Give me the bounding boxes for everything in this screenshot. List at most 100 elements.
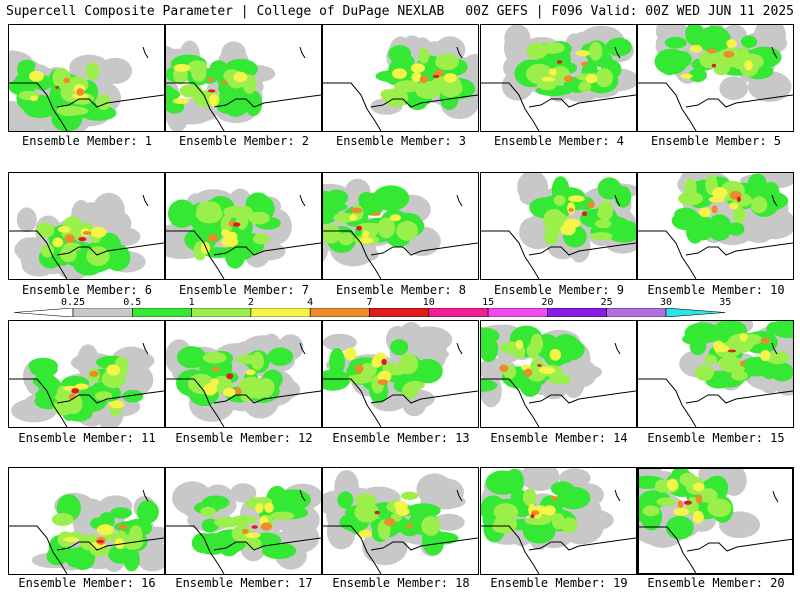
ensemble-member-label: Ensemble Member: 17	[175, 576, 313, 590]
lake-outline	[142, 46, 149, 59]
scp-contour-blob	[209, 60, 228, 78]
ensemble-panel[interactable]	[637, 320, 794, 428]
ensemble-panel[interactable]	[322, 320, 479, 428]
scp-contour-blob	[214, 517, 241, 528]
coastline-border	[166, 378, 321, 427]
ensemble-panel[interactable]	[8, 24, 165, 132]
scp-contour-blob	[207, 234, 219, 242]
scp-contour-blob	[385, 362, 398, 373]
scp-contour-blob	[561, 517, 578, 533]
scp-contour-blob	[30, 95, 38, 102]
scp-contour-blob	[82, 231, 92, 235]
ensemble-panel[interactable]	[322, 172, 479, 280]
coastline-border	[323, 82, 478, 131]
coastline-border	[481, 525, 636, 574]
scp-contour-blob	[580, 61, 588, 66]
scp-contour-blob	[740, 35, 758, 48]
scp-contour-blob	[656, 497, 676, 507]
colorbar-segment	[309, 308, 370, 317]
lake-outline	[771, 46, 778, 59]
ensemble-panel[interactable]	[637, 467, 794, 575]
scp-contour-blob	[405, 380, 425, 390]
ensemble-panel[interactable]	[480, 24, 637, 132]
scp-contour-blob	[377, 379, 389, 385]
ensemble-panel[interactable]	[8, 320, 165, 428]
coastline-border	[9, 82, 164, 131]
ensemble-panel[interactable]	[480, 467, 637, 575]
ensemble-panel[interactable]	[322, 24, 479, 132]
lake-outline	[299, 194, 306, 207]
scp-contour-blob	[394, 80, 421, 93]
scp-contour-blob	[177, 346, 207, 369]
ensemble-member-label: Ensemble Member: 5	[650, 134, 782, 148]
scp-contour-blob	[106, 364, 121, 376]
ensemble-member-label: Ensemble Member: 4	[493, 134, 625, 148]
scp-contour-blob	[515, 339, 524, 350]
ensemble-panel[interactable]	[165, 320, 322, 428]
scp-contour-blob	[421, 515, 441, 536]
ensemble-panel[interactable]	[637, 24, 794, 132]
lake-outline	[456, 342, 463, 355]
scp-contour-blob	[765, 351, 790, 365]
scp-contour-blob	[233, 71, 248, 83]
scp-contour-blob	[36, 222, 55, 238]
scp-contour-blob	[664, 36, 687, 49]
ensemble-panel[interactable]	[8, 172, 165, 280]
ensemble-panel[interactable]	[165, 24, 322, 132]
scp-contour-blob	[400, 491, 419, 500]
scp-contour-blob	[538, 366, 556, 375]
scp-contour-blob	[90, 226, 107, 238]
colorbar-segment	[250, 308, 311, 317]
scp-contour-blob	[678, 191, 704, 206]
scp-contour-blob	[707, 214, 732, 241]
scp-contour-blob	[597, 200, 614, 221]
scp-contour-blob	[530, 510, 540, 516]
scp-contour-blob	[528, 370, 546, 382]
scp-contour-blob	[549, 348, 561, 361]
colorbar-segment	[606, 308, 667, 317]
scp-contour-blob	[686, 219, 705, 244]
scp-contour-blob	[333, 212, 355, 223]
scp-contour-blob	[589, 232, 613, 241]
scp-contour-blob	[236, 354, 259, 365]
ensemble-panel[interactable]	[637, 172, 794, 280]
scp-contour-blob	[251, 525, 258, 529]
scp-contour-blob	[689, 336, 707, 356]
colorbar-segment	[428, 308, 489, 317]
colorbar-tick-label: 7	[366, 297, 373, 308]
scp-contour-blob	[38, 376, 63, 400]
ensemble-member-label: Ensemble Member: 18	[332, 576, 470, 590]
ensemble-panel[interactable]	[8, 467, 165, 575]
lake-outline	[456, 46, 463, 59]
scp-map	[638, 173, 793, 279]
scp-contour-blob	[711, 205, 718, 214]
scp-contour-blob	[548, 373, 571, 385]
lake-outline	[614, 342, 621, 355]
scp-contour-blob	[389, 214, 401, 222]
scp-contour-blob	[413, 358, 443, 384]
coastline-border	[9, 378, 164, 427]
scp-contour-blob	[129, 525, 143, 544]
colorbar-segment	[665, 308, 726, 317]
scp-contour-blob	[274, 489, 311, 511]
lake-outline	[614, 489, 621, 502]
scp-contour-blob	[595, 68, 613, 88]
scp-map	[9, 46, 164, 131]
scp-contour-blob	[770, 362, 793, 382]
scp-contour-blob	[694, 365, 714, 381]
ensemble-panel[interactable]	[165, 467, 322, 575]
scp-contour-blob	[109, 507, 133, 519]
ensemble-panel[interactable]	[322, 467, 479, 575]
ensemble-panel[interactable]	[480, 320, 637, 428]
scp-map	[323, 35, 478, 131]
ensemble-panel[interactable]	[165, 172, 322, 280]
colorbar-tick-label: 0.5	[123, 297, 142, 308]
ensemble-panel[interactable]	[480, 172, 637, 280]
scp-contour-blob	[722, 364, 745, 373]
scp-contour-blob	[517, 173, 549, 204]
scp-contour-blob	[728, 202, 739, 210]
scp-map	[166, 333, 321, 427]
lake-outline	[299, 489, 306, 502]
colorbar-segment	[72, 308, 133, 317]
scp-contour-blob	[704, 354, 718, 365]
